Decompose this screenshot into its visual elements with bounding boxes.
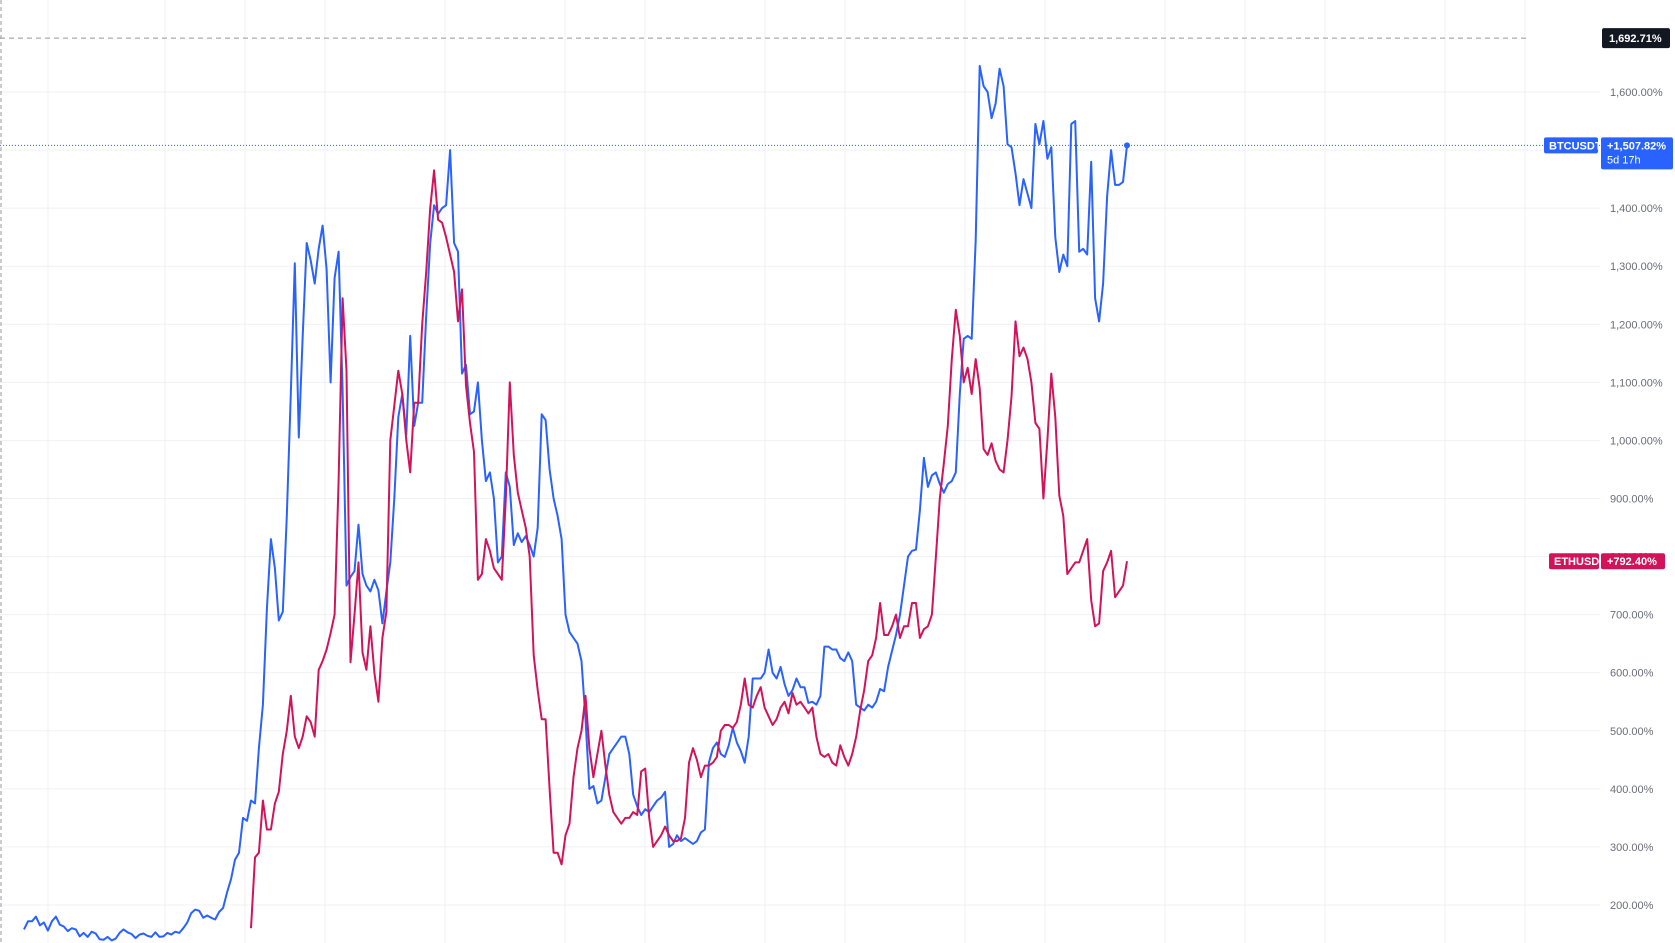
btc-badges: BTCUSDT +1,507.82% 5d 17h [1544,137,1673,170]
eth-name-label: ETHUSD [1554,556,1599,568]
y-tick-label: 400.00% [1610,784,1654,796]
y-tick-label: 600.00% [1610,668,1654,680]
eth-badges: ETHUSD +792.40% [1549,553,1665,570]
y-tick-label: 1,400.00% [1610,203,1663,215]
price-scale-badges: 1,692.71% BTCUSDT +1,507.82% 5d 17h ETHUSD +7… [1544,28,1673,570]
y-tick-label: 900.00% [1610,494,1654,506]
y-tick-label: 1,000.00% [1610,435,1663,447]
y-tick-label: 1,100.00% [1610,377,1663,389]
chart-grid [0,0,1600,943]
btc-name-label: BTCUSDT [1549,140,1602,152]
y-tick-label: 500.00% [1610,726,1654,738]
y-tick-label: 1,300.00% [1610,261,1663,273]
eth-value-badge [1601,553,1665,570]
y-tick-label: 300.00% [1610,842,1654,854]
y-tick-label: 700.00% [1610,610,1654,622]
crosshair-value: 1,692.71% [1609,33,1662,45]
series-line-ethusd [250,169,1128,929]
series-line-btcusdt [23,64,1128,942]
y-tick-label: 1,600.00% [1610,87,1663,99]
btc-countdown-label: 5d 17h [1607,154,1641,166]
btc-value-label: +1,507.82% [1607,140,1666,152]
crosshair-badge-bg [1602,28,1670,49]
btc-last-point [1124,142,1130,149]
y-tick-label: 1,200.00% [1610,319,1663,331]
chart-series [0,64,1600,942]
eth-value-label: +792.40% [1607,556,1657,568]
y-tick-label: 200.00% [1610,900,1654,912]
btc-value-badge [1601,137,1673,170]
crosshair-badge: 1,692.71% [1602,28,1670,49]
btc-name-badge [1544,137,1598,154]
eth-name-badge [1549,553,1599,570]
price-scale[interactable]: 200.00% 300.00% 400.00% 500.00% 600.00% 700.0… [1610,87,1663,912]
